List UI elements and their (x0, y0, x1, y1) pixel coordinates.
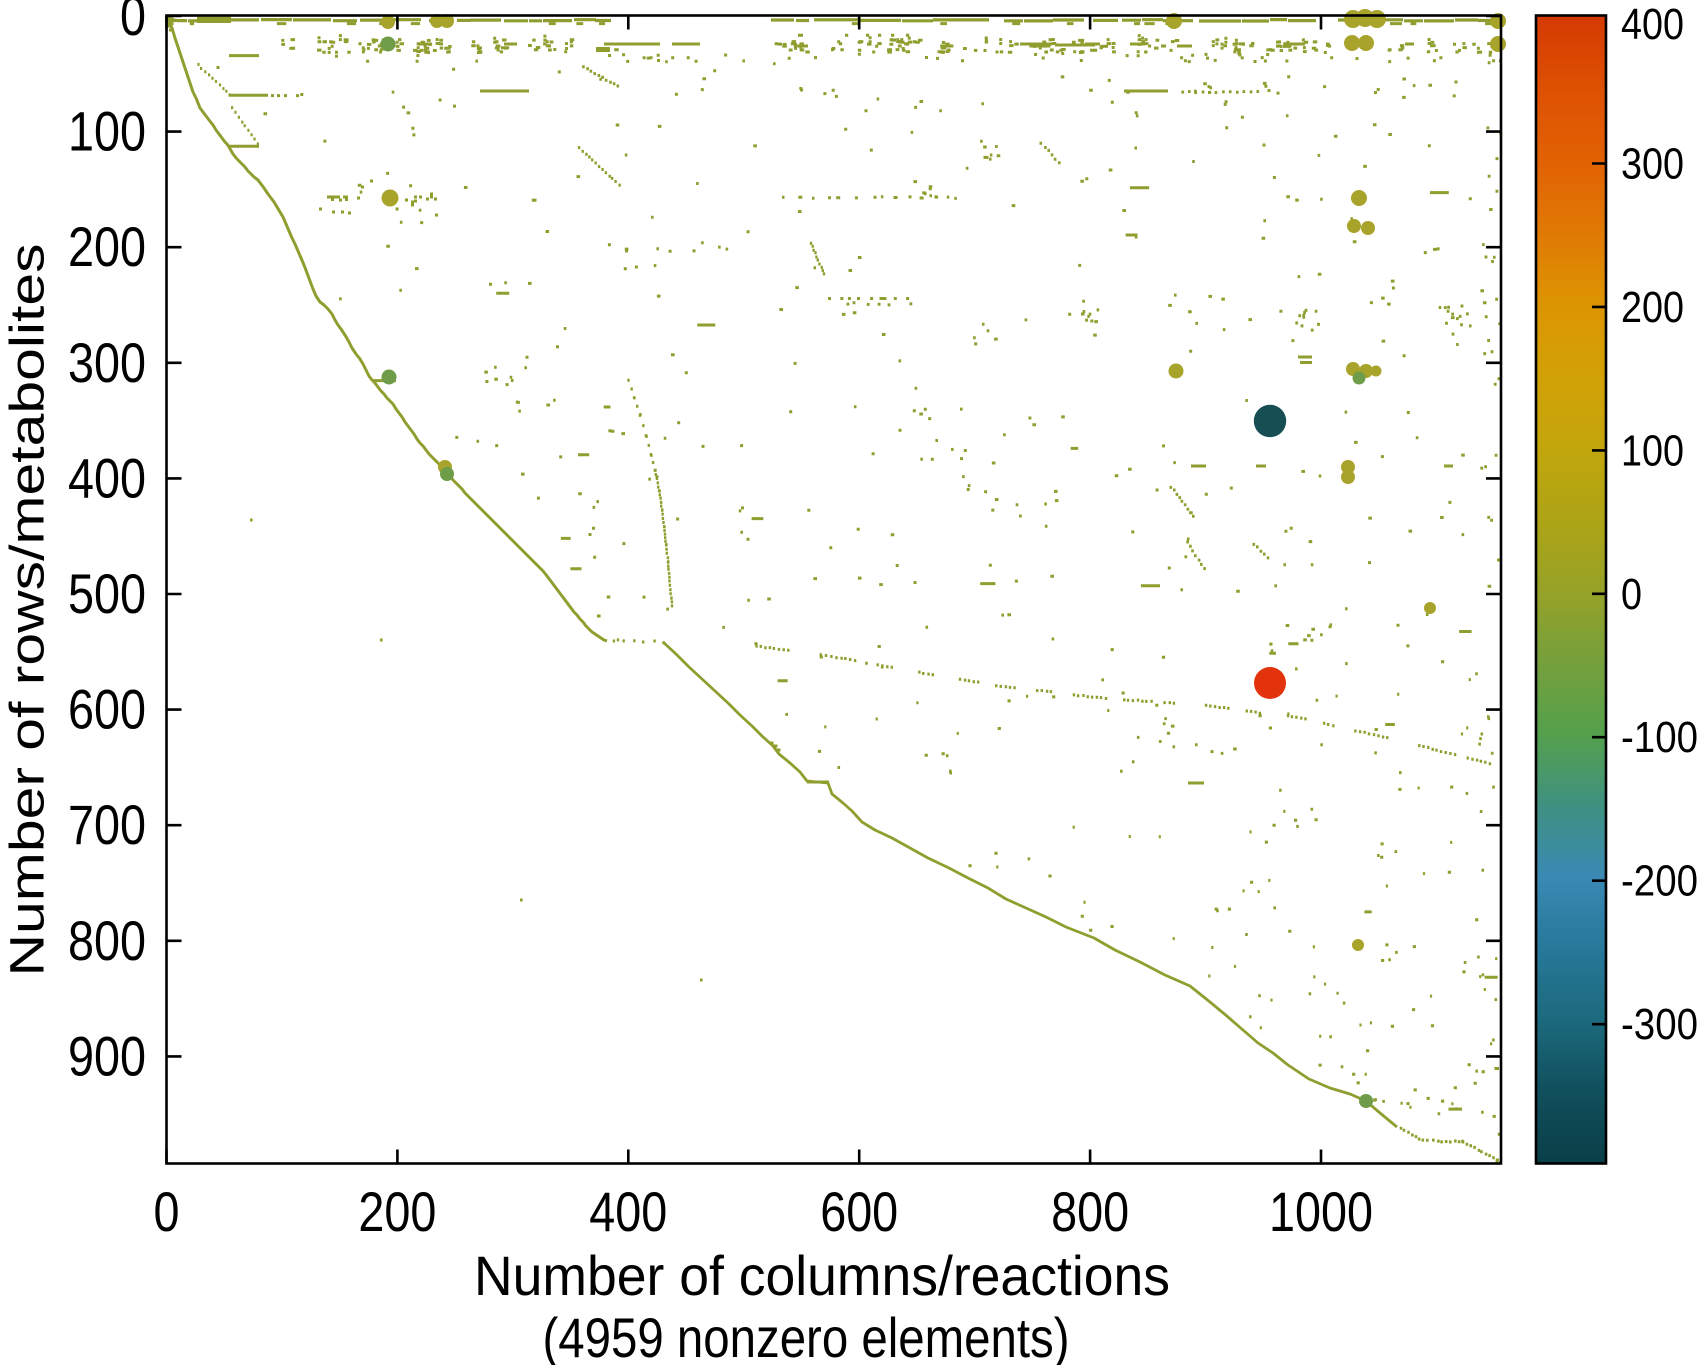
svg-text:200: 200 (68, 215, 146, 278)
svg-text:800: 800 (1051, 1180, 1129, 1243)
svg-text:0: 0 (154, 1180, 180, 1243)
svg-text:-300: -300 (1621, 1000, 1698, 1049)
svg-text:600: 600 (68, 678, 146, 741)
svg-text:300: 300 (68, 331, 146, 394)
svg-text:400: 400 (1621, 0, 1684, 49)
svg-text:100: 100 (68, 100, 146, 163)
svg-text:400: 400 (589, 1180, 667, 1243)
svg-text:0: 0 (1621, 570, 1642, 619)
svg-text:-100: -100 (1621, 713, 1698, 762)
svg-text:900: 900 (68, 1024, 146, 1087)
svg-text:800: 800 (68, 909, 146, 972)
svg-text:-200: -200 (1621, 857, 1698, 906)
svg-text:500: 500 (68, 562, 146, 625)
svg-text:0: 0 (120, 0, 146, 47)
svg-text:(4959 nonzero elements): (4959 nonzero elements) (543, 1306, 1070, 1365)
svg-text:Number of rows/metabolites: Number of rows/metabolites (2, 244, 55, 977)
svg-text:Number of columns/reactions: Number of columns/reactions (474, 1244, 1170, 1307)
svg-text:400: 400 (68, 446, 146, 509)
svg-text:200: 200 (358, 1180, 436, 1243)
svg-text:1000: 1000 (1269, 1180, 1373, 1243)
svg-text:700: 700 (68, 793, 146, 856)
svg-text:300: 300 (1621, 140, 1684, 189)
svg-text:200: 200 (1621, 283, 1684, 332)
svg-text:100: 100 (1621, 426, 1684, 475)
svg-text:600: 600 (820, 1180, 898, 1243)
